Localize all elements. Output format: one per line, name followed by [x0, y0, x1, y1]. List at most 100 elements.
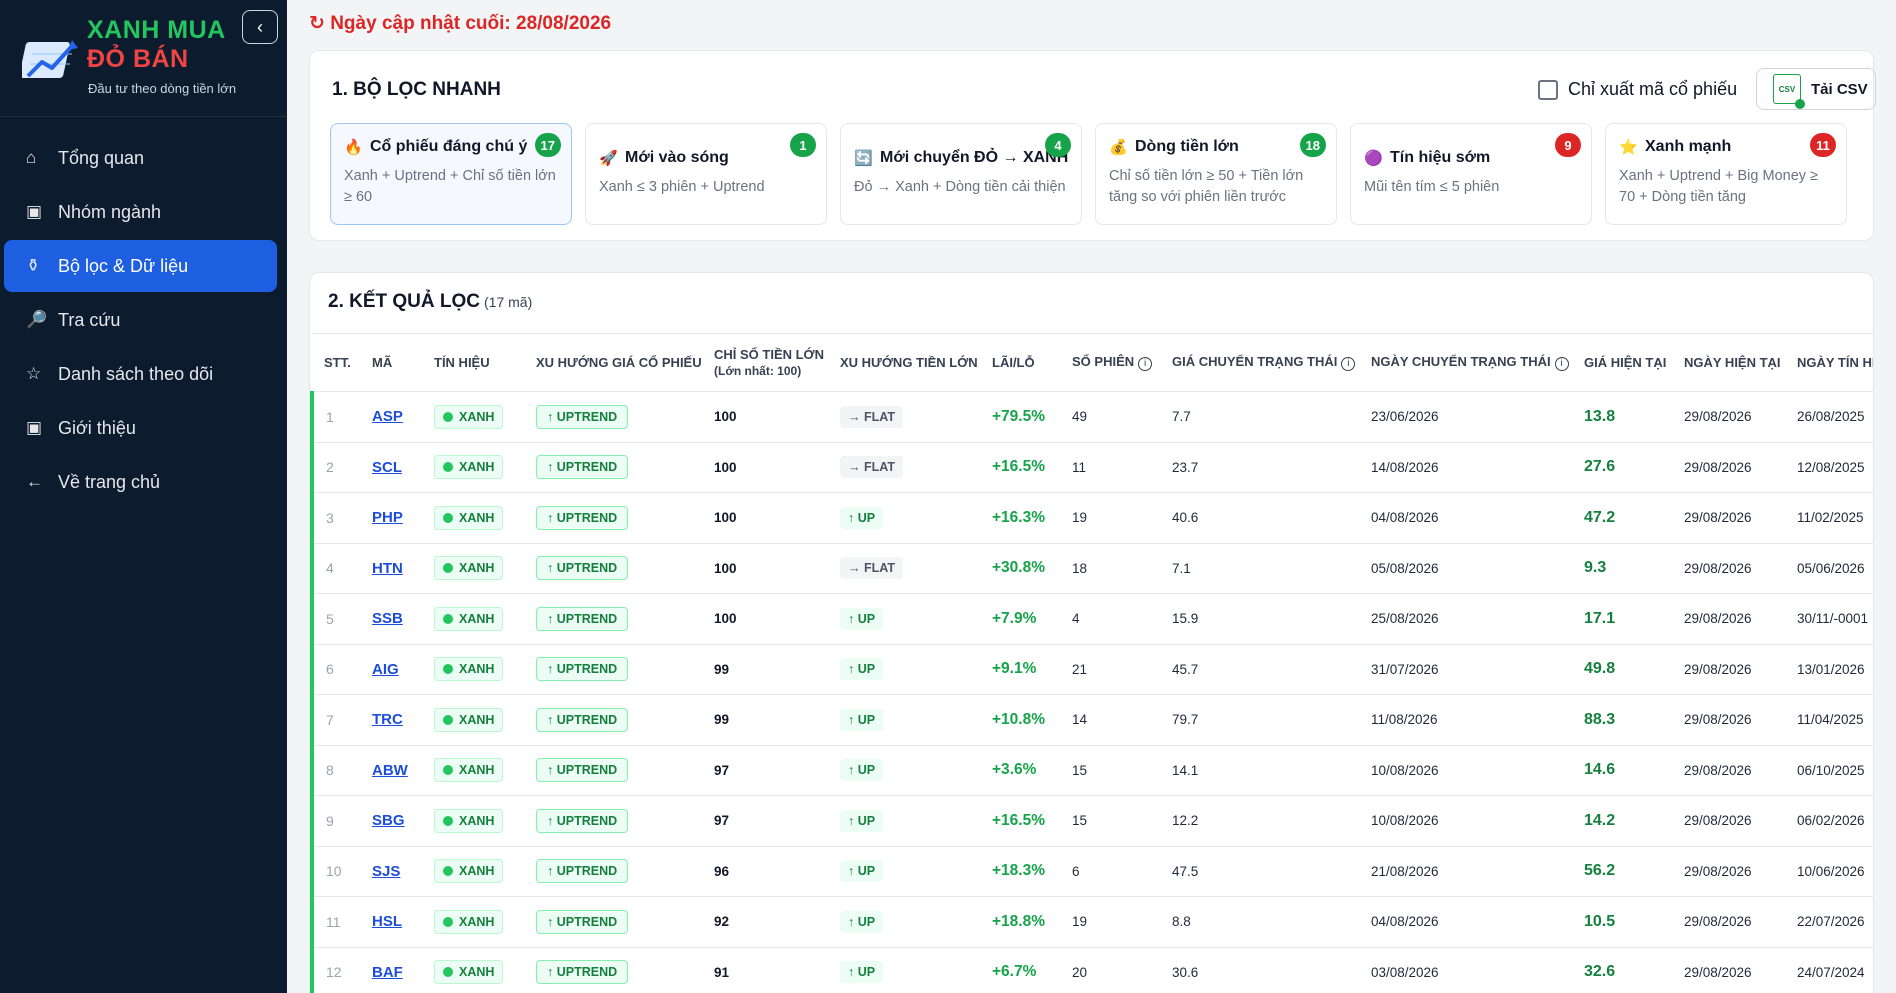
info-icon[interactable]: i — [1138, 357, 1153, 371]
collapse-sidebar-button[interactable]: ‹ — [242, 10, 278, 44]
green-dot-icon — [443, 462, 453, 473]
grid-square-icon: ▣ — [26, 202, 43, 221]
filter-big-money-flow[interactable]: 💰 Dòng tiền lớn Chỉ số tiền lớn ≥ 50 + Ti… — [1095, 123, 1337, 225]
table-row[interactable]: 12 BAF XANH ↑ UPTREND 91 ↑ UP +6.7% 20 30.6 03/08… — [310, 947, 1873, 993]
cell-signal: XANH — [422, 896, 524, 948]
quick-filter-card: 1. BỘ LỌC NHANH Chỉ xuất mã cổ phiếu CSV… — [309, 50, 1876, 241]
ticker-link[interactable]: TRC — [372, 711, 403, 729]
export-tickers-only-checkbox[interactable]: Chỉ xuất mã cổ phiếu — [1538, 79, 1737, 100]
sidebar-item-overview[interactable]: ⌂ Tổng quan — [4, 132, 277, 184]
cell-big-money-index: 99 — [702, 694, 828, 746]
cell-signal: XANH — [422, 745, 524, 796]
cell-ticker: SCL — [360, 442, 422, 493]
table-row[interactable]: 3 PHP XANH ↑ UPTREND 100 ↑ UP +16.3% 19 40.6 04/0… — [310, 492, 1873, 544]
cell-signal-date: 24/07/2024 — [1785, 947, 1873, 993]
sidebar-item-watchlist[interactable]: ☆ Danh sách theo dõi — [4, 348, 277, 400]
cell-ticker: SJS — [360, 846, 422, 897]
filter-notable-stocks[interactable]: 🔥 Cổ phiếu đáng chú ý Xanh + Uptrend + Ch… — [330, 123, 572, 225]
table-row[interactable]: 4 HTN XANH ↑ UPTREND 100 → FLAT +30.8% 18 7.1 05/… — [310, 543, 1873, 594]
filter-red-to-green[interactable]: 🔄 Mới chuyển ĐỎ → XANH Đỏ → Xanh + Dòng t… — [840, 123, 1082, 225]
sidebar-item-home[interactable]: ← Về trang chủ — [4, 456, 277, 508]
col-header-pnl[interactable]: LÃI/LỖ — [980, 333, 1060, 392]
uptrend-badge: ↑ UPTREND — [536, 707, 629, 732]
ticker-link[interactable]: HTN — [372, 559, 403, 577]
col-header-money-trend[interactable]: XU HƯỚNG TIỀN LỚN — [828, 333, 980, 392]
cell-price-trend: ↑ UPTREND — [524, 795, 702, 847]
green-dot-icon — [443, 967, 453, 978]
col-header-switch-date[interactable]: NGÀY CHUYỂN TRẠNG THÁI i — [1359, 333, 1572, 392]
csv-file-icon: CSV — [1773, 74, 1805, 109]
cell-price-trend: ↑ UPTREND — [524, 543, 702, 594]
results-table-body: 1 ASP XANH ↑ UPTREND 100 → FLAT +79.5% 49 7.7 23/… — [310, 391, 1873, 993]
cell-pnl: +18.3% — [980, 846, 1060, 897]
ticker-link[interactable]: SJS — [372, 862, 401, 880]
cell-switch-price: 40.6 — [1160, 492, 1359, 544]
filter-new-wave[interactable]: 🚀 Mới vào sóng Xanh ≤ 3 phiên + Uptrend 1 — [585, 123, 827, 225]
sidebar-item-about[interactable]: ▣ Giới thiệu — [4, 402, 277, 454]
ticker-link[interactable]: SCL — [372, 458, 402, 476]
ticker-link[interactable]: BAF — [372, 963, 403, 981]
info-icon[interactable]: i — [1341, 357, 1356, 371]
col-header-current-date[interactable]: NGÀY HIỆN TẠI — [1672, 333, 1785, 392]
table-row[interactable]: 5 SSB XANH ↑ UPTREND 100 ↑ UP +7.9% 4 15.9 25/08/… — [310, 593, 1873, 645]
sidebar-item-label: Danh sách theo dõi — [58, 363, 214, 384]
money-trend-badge: ↑ UP — [840, 759, 884, 782]
col-header-price-trend[interactable]: XU HƯỚNG GIÁ CỔ PHIẾU — [524, 333, 702, 392]
results-table-wrapper[interactable]: STT. MÃ TÍN HIỆU XU HƯỚNG GIÁ CỔ PHIẾU C… — [310, 333, 1873, 993]
table-row[interactable]: 10 SJS XANH ↑ UPTREND 96 ↑ UP +18.3% 6 47.5 21/08… — [310, 846, 1873, 897]
ticker-link[interactable]: SSB — [372, 610, 403, 628]
cell-switch-date: 05/08/2026 — [1359, 543, 1572, 594]
col-header-stt[interactable]: STT. — [312, 333, 360, 392]
cell-switch-price: 47.5 — [1160, 846, 1359, 897]
main-content: ↻ Ngày cập nhật cuối: 28/08/2026 1. BỘ L… — [287, 0, 1896, 993]
cell-big-money-index: 96 — [702, 846, 828, 897]
download-csv-button[interactable]: CSV Tải CSV — [1756, 68, 1876, 110]
cell-pnl: +9.1% — [980, 644, 1060, 695]
col-header-signal-date[interactable]: NGÀY TÍN HI — [1785, 333, 1873, 392]
cell-signal-date: 11/02/2025 — [1785, 492, 1873, 544]
checkbox-box[interactable] — [1538, 79, 1558, 100]
table-row[interactable]: 1 ASP XANH ↑ UPTREND 100 → FLAT +79.5% 49 7.7 23/… — [310, 391, 1873, 443]
info-icon[interactable]: i — [1554, 357, 1569, 371]
purple-circle-icon: 🟣 — [1364, 150, 1383, 167]
sidebar-item-sectors[interactable]: ▣ Nhóm ngành — [4, 186, 277, 238]
col-header-signal[interactable]: TÍN HIỆU — [422, 333, 524, 392]
cell-signal: XANH — [422, 795, 524, 847]
table-row[interactable]: 6 AIG XANH ↑ UPTREND 99 ↑ UP +9.1% 21 45.7 31/07/… — [310, 644, 1873, 695]
money-trend-badge: ↑ UP — [840, 658, 884, 681]
ticker-link[interactable]: PHP — [372, 509, 403, 527]
cell-ticker: SBG — [360, 795, 422, 847]
col-header-big-money-index[interactable]: CHỈ SỐ TIỀN LỚN (Lớn nhất: 100) — [702, 333, 828, 392]
cell-ticker: ABW — [360, 745, 422, 796]
uptrend-badge: ↑ UPTREND — [536, 657, 629, 682]
ticker-link[interactable]: ASP — [372, 408, 403, 426]
col-header-current-price[interactable]: GIÁ HIỆN TẠI — [1572, 333, 1672, 392]
cell-pnl: +16.3% — [980, 492, 1060, 544]
ticker-link[interactable]: ABW — [372, 761, 408, 779]
col-header-ticker[interactable]: MÃ — [360, 333, 422, 392]
cell-big-money-index: 100 — [702, 543, 828, 594]
results-title-text: 2. KẾT QUẢ LỌC — [328, 291, 481, 312]
export-tickers-only-label: Chỉ xuất mã cổ phiếu — [1568, 79, 1738, 99]
cell-sessions: 6 — [1060, 846, 1160, 897]
table-header-row: STT. MÃ TÍN HIỆU XU HƯỚNG GIÁ CỔ PHIẾU C… — [312, 333, 1873, 392]
col-header-label: CHỈ SỐ TIỀN LỚN — [714, 347, 825, 362]
col-header-switch-price[interactable]: GIÁ CHUYỂN TRẠNG THÁI i — [1160, 333, 1359, 392]
cell-signal-date: 22/07/2026 — [1785, 896, 1873, 948]
table-row[interactable]: 7 TRC XANH ↑ UPTREND 99 ↑ UP +10.8% 14 79.7 11/08… — [310, 694, 1873, 746]
sidebar-item-lookup[interactable]: 🔎 Tra cứu — [4, 294, 277, 346]
ticker-link[interactable]: SBG — [372, 812, 405, 830]
table-row[interactable]: 9 SBG XANH ↑ UPTREND 97 ↑ UP +16.5% 15 12.2 10/08… — [310, 795, 1873, 847]
table-row[interactable]: 2 SCL XANH ↑ UPTREND 100 → FLAT +16.5% 11 23.7 14… — [310, 442, 1873, 493]
ticker-link[interactable]: HSL — [372, 913, 402, 931]
sidebar-item-filter-data[interactable]: ⚱ Bộ lọc & Dữ liệu — [4, 240, 277, 292]
col-header-sessions[interactable]: SỐ PHIÊN i — [1060, 333, 1160, 392]
money-trend-badge: ↑ UP — [840, 809, 884, 832]
filter-early-signal[interactable]: 🟣 Tín hiệu sớm Mũi tên tím ≤ 5 phiên 9 — [1350, 123, 1592, 225]
cell-big-money-index: 99 — [702, 644, 828, 695]
cell-current-price: 32.6 — [1572, 947, 1672, 993]
table-row[interactable]: 11 HSL XANH ↑ UPTREND 92 ↑ UP +18.8% 19 8.8 04/08… — [310, 896, 1873, 948]
ticker-link[interactable]: AIG — [372, 660, 399, 678]
table-row[interactable]: 8 ABW XANH ↑ UPTREND 97 ↑ UP +3.6% 15 14.1 10/08/… — [310, 745, 1873, 796]
filter-strong-green[interactable]: ⭐ Xanh mạnh Xanh + Uptrend + Big Money ≥ … — [1605, 123, 1847, 225]
